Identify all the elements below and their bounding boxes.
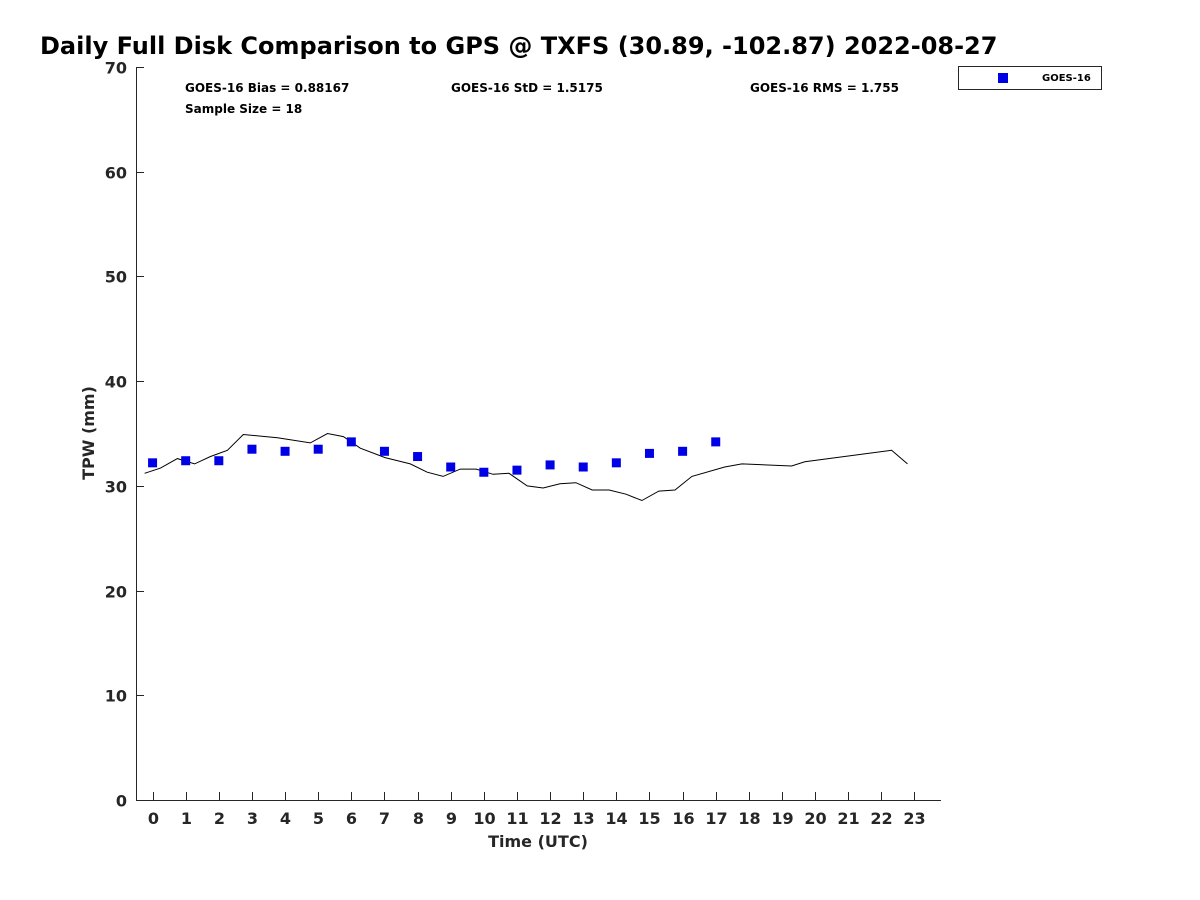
x-tick-label: 9: [446, 809, 457, 828]
x-tick-label: 0: [148, 809, 159, 828]
x-tick-label: 13: [572, 809, 594, 828]
x-tick-label: 18: [738, 809, 760, 828]
goes16-point: [247, 444, 257, 454]
x-tick-label: 3: [247, 809, 258, 828]
stat-bias: GOES-16 Bias = 0.88167: [185, 81, 349, 95]
goes16-point: [379, 446, 389, 456]
y-tick-label: 10: [105, 687, 127, 706]
x-tick-label: 17: [705, 809, 727, 828]
goes16-point: [479, 467, 489, 477]
x-tick-label: 22: [870, 809, 892, 828]
x-tick-label: 6: [346, 809, 357, 828]
y-tick-label: 0: [116, 792, 127, 811]
goes16-point: [346, 437, 356, 447]
legend-marker: [998, 73, 1008, 83]
x-tick-label: 16: [672, 809, 694, 828]
x-tick-label: 7: [379, 809, 390, 828]
x-axis-label: Time (UTC): [488, 832, 588, 851]
goes16-point: [181, 456, 191, 466]
plot-marks: [144, 432, 908, 502]
stat-std: GOES-16 StD = 1.5175: [451, 81, 603, 95]
x-tick-label: 12: [539, 809, 561, 828]
x-tick-label: 1: [181, 809, 192, 828]
goes16-point: [313, 444, 323, 454]
x-tick-label: 14: [605, 809, 627, 828]
goes16-point: [512, 465, 522, 475]
x-tick-label: 21: [837, 809, 859, 828]
goes16-point: [678, 446, 688, 456]
goes16-point: [611, 458, 621, 468]
legend-box: [958, 66, 1102, 90]
x-tick-label: 15: [638, 809, 660, 828]
y-axis-label: TPW (mm): [79, 386, 98, 480]
chart-title: Daily Full Disk Comparison to GPS @ TXFS…: [40, 32, 997, 60]
axes: 0 1 2 3 4 5 6 7 8 9 10 11 12 13 14 15 16 17 18 19 20 21 22 2301…: [105, 59, 941, 828]
x-tick-label: 2: [214, 809, 225, 828]
x-tick-label: 23: [903, 809, 925, 828]
x-tick-label: 5: [313, 809, 324, 828]
legend-label: GOES-16: [1042, 73, 1091, 84]
x-tick-label: 20: [804, 809, 826, 828]
goes16-point: [578, 462, 588, 472]
goes16-point: [214, 456, 224, 466]
x-tick-label: 8: [413, 809, 424, 828]
x-tick-label: 10: [473, 809, 495, 828]
x-tick-label: 11: [506, 809, 528, 828]
y-tick-label: 70: [105, 59, 127, 78]
goes16-point: [545, 460, 555, 470]
goes16-point: [644, 448, 654, 458]
gps-line: [144, 432, 908, 502]
x-tick-label: 19: [771, 809, 793, 828]
y-tick-label: 40: [105, 373, 127, 392]
goes16-point: [446, 462, 456, 472]
y-tick-label: 30: [105, 478, 127, 497]
goes16-point: [413, 452, 423, 462]
stat-sample-size: Sample Size = 18: [185, 102, 302, 116]
y-tick-label: 60: [105, 164, 127, 183]
y-tick-label: 50: [105, 268, 127, 287]
goes16-point: [280, 446, 290, 456]
goes16-point: [711, 437, 721, 447]
y-tick-label: 20: [105, 583, 127, 602]
x-tick-label: 4: [280, 809, 291, 828]
stat-rms: GOES-16 RMS = 1.755: [750, 81, 899, 95]
goes16-point: [148, 458, 158, 468]
legend: GOES-16: [958, 66, 1102, 90]
